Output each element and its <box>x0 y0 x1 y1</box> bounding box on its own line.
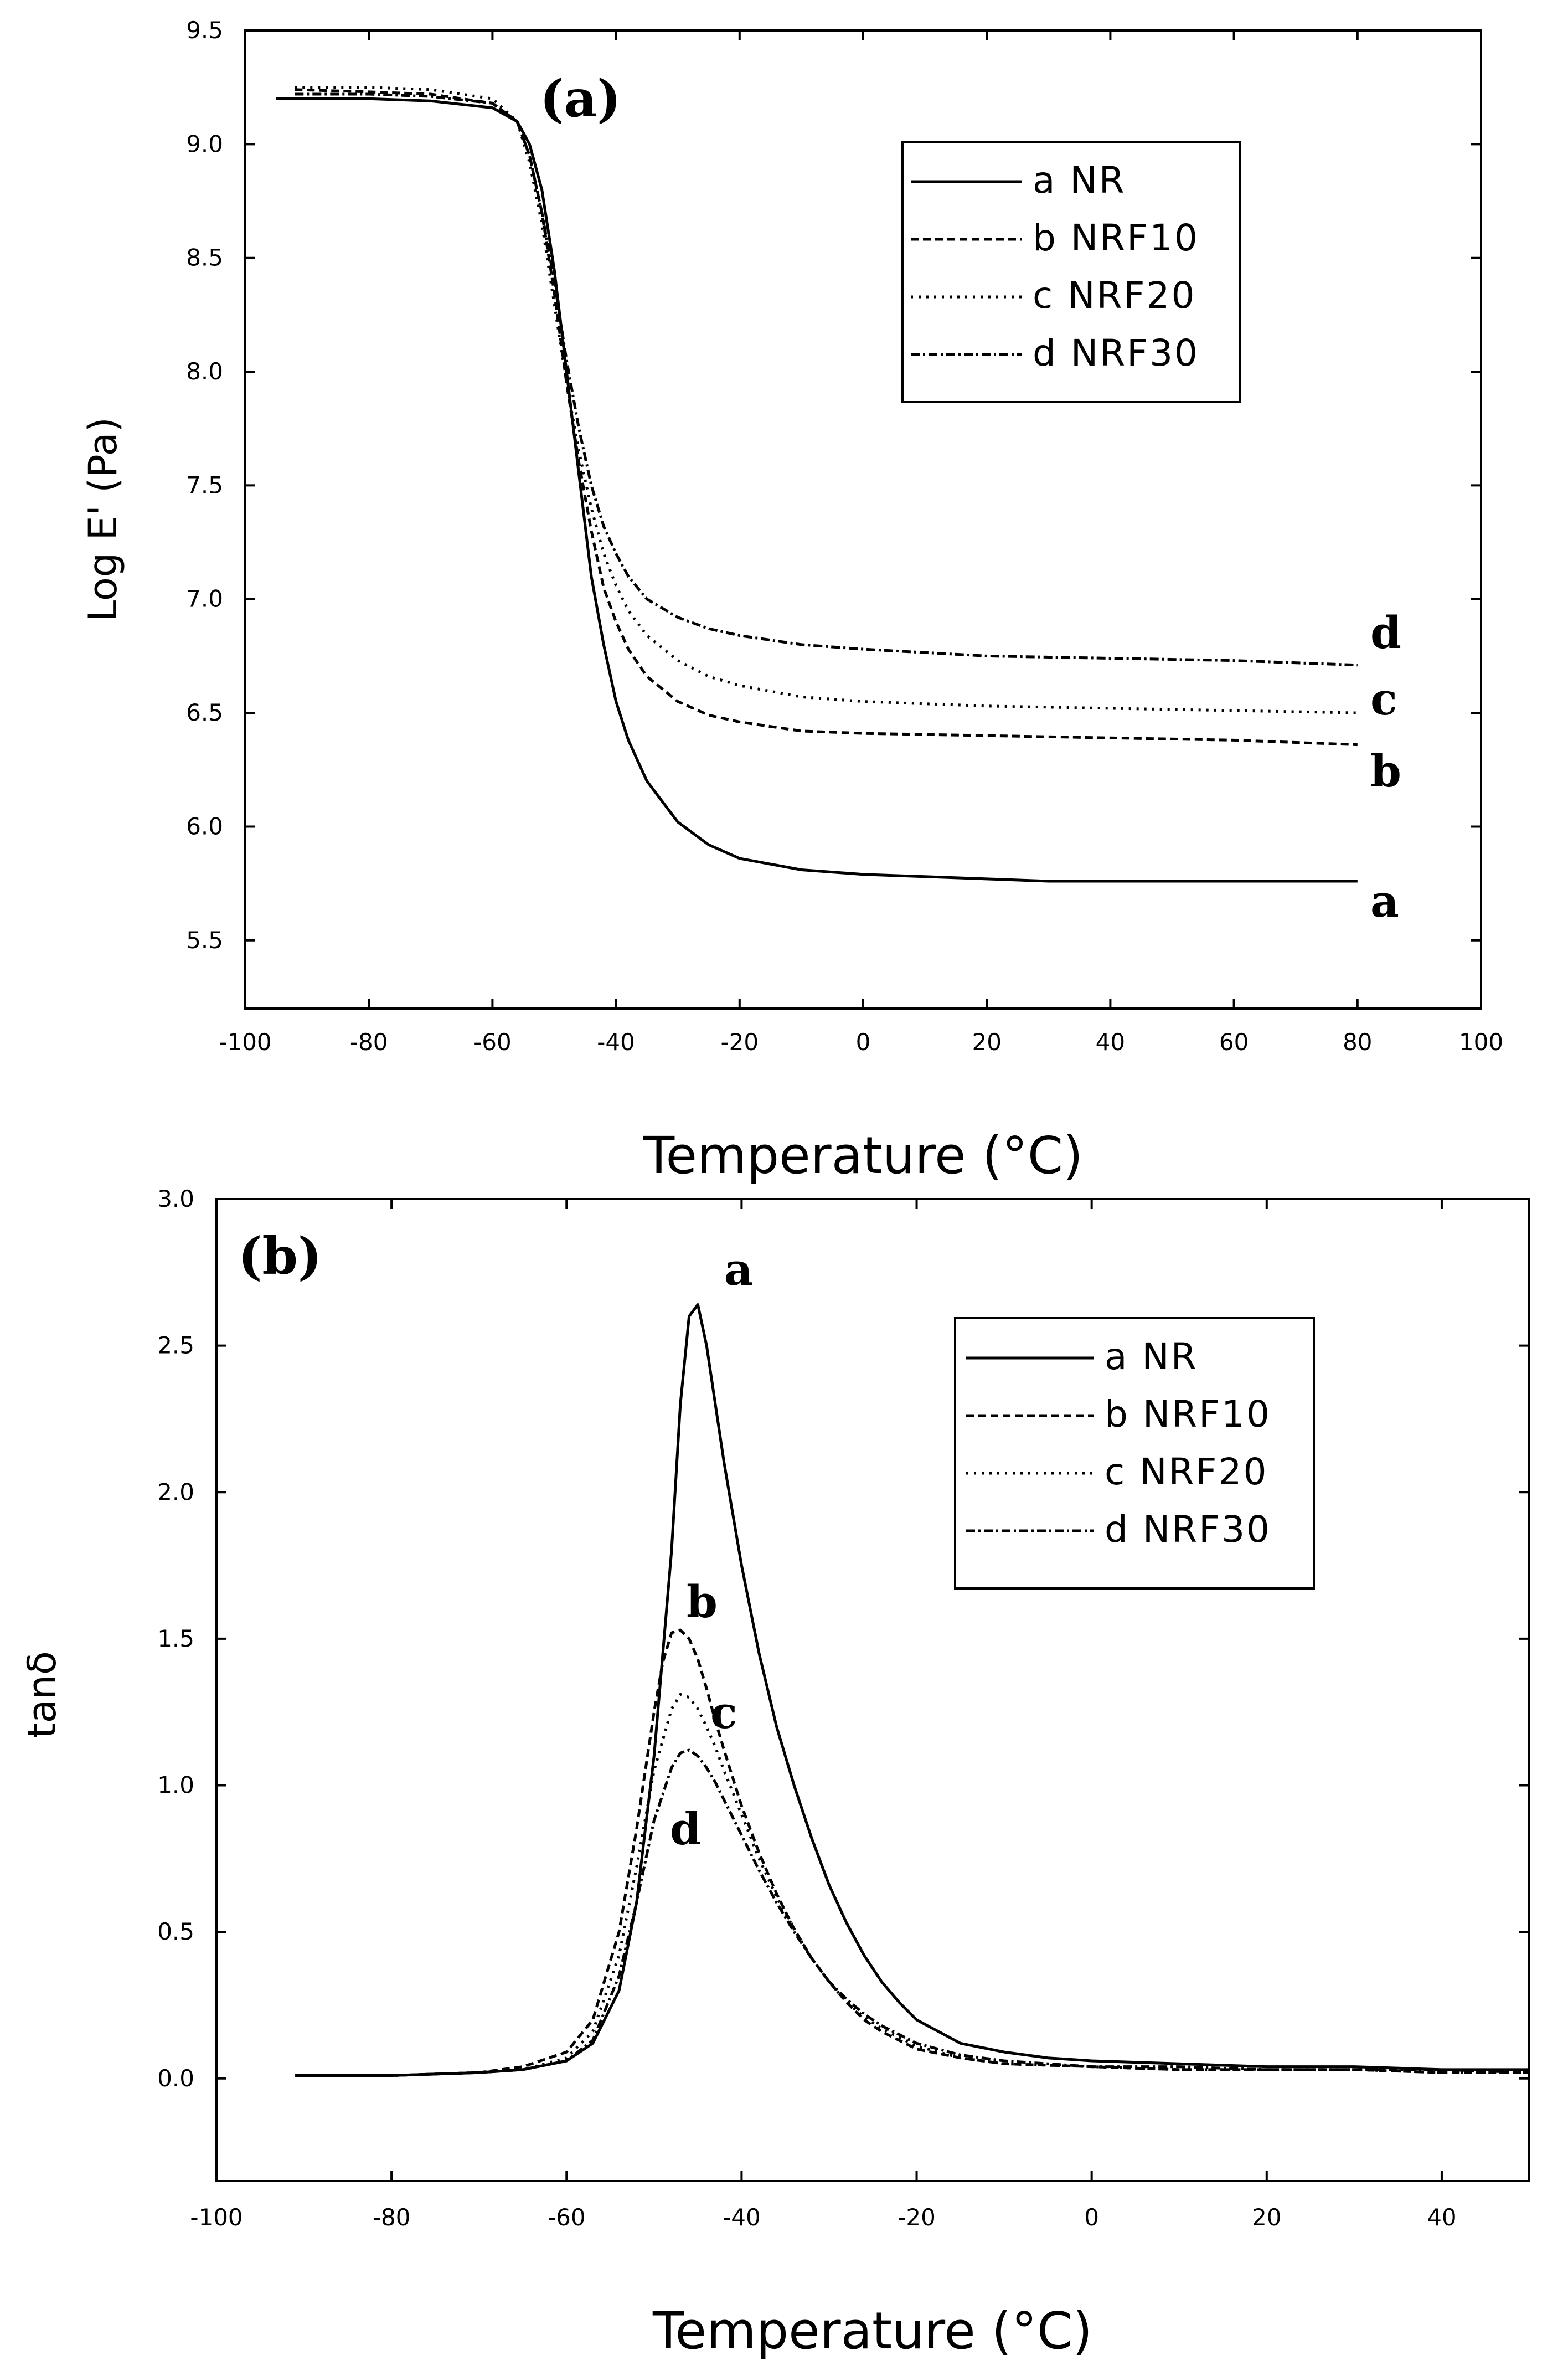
panel-a-x-axis-title: Temperature (°C) <box>643 1126 1083 1185</box>
x-tick-label: 20 <box>972 1028 1001 1056</box>
panel-b-legend: a NR b NRF10 c NRF20 d NRF30 <box>954 1317 1315 1590</box>
x-tick-label: -20 <box>720 1028 759 1056</box>
x-tick-label: 20 <box>1252 2204 1281 2231</box>
panel-b-legend-box <box>954 1317 1315 1590</box>
y-tick-label: 2.5 <box>157 1332 194 1359</box>
x-tick-label: -100 <box>190 2204 243 2231</box>
y-tick-label: 0.0 <box>157 2065 194 2092</box>
curve-label-b: b <box>1370 745 1401 797</box>
x-tick-label: 0 <box>1084 2204 1099 2231</box>
y-tick-label: 0.5 <box>157 1918 194 1945</box>
x-tick-label: -100 <box>219 1028 271 1056</box>
series-line-b <box>295 1628 1529 2077</box>
x-tick-label: 0 <box>856 1028 871 1056</box>
y-tick-label: 2.0 <box>157 1478 194 1505</box>
y-tick-label: 5.5 <box>186 927 223 954</box>
series-line-d <box>295 1748 1530 2077</box>
y-tick-label: 8.0 <box>186 358 223 385</box>
x-tick-label: 60 <box>1219 1028 1249 1056</box>
x-tick-label: 40 <box>1096 1028 1125 1056</box>
legend-entry-a: a NR <box>1033 159 1126 202</box>
x-tick-label: 40 <box>1427 2204 1456 2231</box>
panel-b-x-axis-title: Temperature (°C) <box>652 2301 1092 2360</box>
panel-a-legend-box <box>901 141 1241 403</box>
y-tick-label: 6.5 <box>186 699 223 726</box>
panel-a-label: (a) <box>540 69 621 128</box>
series-line-c <box>295 86 1358 714</box>
y-tick-label: 7.5 <box>186 471 223 498</box>
legend-entry-a: a NR <box>1105 1335 1198 1378</box>
x-tick-label: -40 <box>723 2204 761 2231</box>
y-tick-label: 6.0 <box>186 812 223 840</box>
y-tick-label: 9.0 <box>186 130 223 157</box>
series-line-c <box>295 1693 1529 2077</box>
series-line-a <box>295 1303 1529 2077</box>
series-line-d <box>295 92 1358 667</box>
legend-entry-c: c NRF20 <box>1105 1451 1268 1493</box>
legend-entry-b: b NRF10 <box>1105 1393 1271 1436</box>
curve-label-c: c <box>710 1686 737 1739</box>
panel-b-label: (b) <box>238 1226 322 1286</box>
curve-label-b: b <box>687 1576 718 1628</box>
x-tick-label: -80 <box>350 1028 388 1056</box>
x-tick-label: 80 <box>1343 1028 1372 1056</box>
y-tick-label: 8.5 <box>186 244 223 271</box>
legend-entry-d: d NRF30 <box>1033 332 1199 374</box>
y-tick-label: 7.0 <box>186 585 223 613</box>
curve-label-a: a <box>724 1243 753 1295</box>
x-tick-label: -60 <box>473 1028 512 1056</box>
x-tick-label: -20 <box>898 2204 936 2231</box>
panel-a-legend: a NR b NRF10 c NRF20 d NRF30 <box>901 141 1241 403</box>
curve-label-a: a <box>1370 875 1399 927</box>
y-tick-label: 9.5 <box>186 17 223 44</box>
curve-label-c: c <box>1370 673 1397 725</box>
legend-entry-b: b NRF10 <box>1033 217 1199 259</box>
panel-b-plot-frame <box>215 1198 1530 2182</box>
x-tick-label: 100 <box>1459 1028 1503 1056</box>
curve-label-d: d <box>670 1803 701 1855</box>
legend-entry-d: d NRF30 <box>1105 1508 1271 1551</box>
panel-a-y-axis-title: Log E' (Pa) <box>80 417 126 622</box>
panel-b-y-axis-title: tanδ <box>19 1651 65 1739</box>
legend-entry-c: c NRF20 <box>1033 274 1196 317</box>
panel-b-chart: -100 -80 -60 -40 -20 0 20 40 0.0 0.5 1.0 1.5 2.0 2.5 3… <box>19 1185 1530 2360</box>
x-tick-label: -40 <box>597 1028 635 1056</box>
x-tick-label: -60 <box>548 2204 586 2231</box>
series-line-a <box>276 97 1358 883</box>
x-tick-label: -80 <box>373 2204 411 2231</box>
y-tick-label: 3.0 <box>157 1185 194 1212</box>
curve-label-d: d <box>1370 606 1401 659</box>
panel-a-chart: -100 -80 -60 -40 -20 0 20 40 60 80 100 5.5 6.0 6.5 7.0… <box>80 17 1503 1185</box>
y-tick-label: 1.0 <box>157 1772 194 1799</box>
y-tick-label: 1.5 <box>157 1625 194 1652</box>
